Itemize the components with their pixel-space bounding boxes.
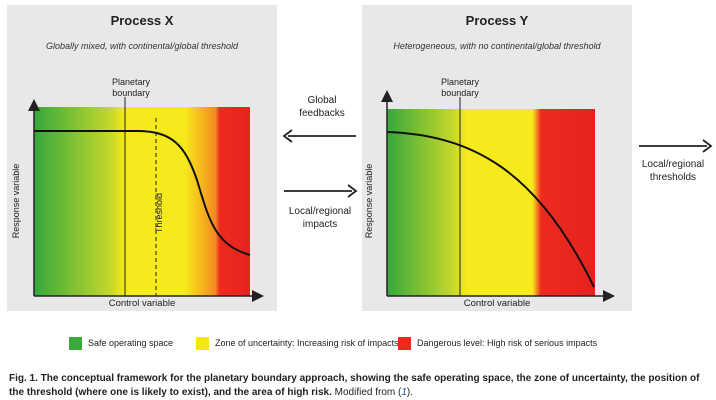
process-y-y-axis-label: Response variable [364, 164, 374, 239]
global-feedbacks-arrow [282, 129, 356, 143]
reference-link[interactable]: 1 [401, 387, 407, 398]
process-x-threshold-label: Threshold [154, 193, 164, 233]
process-y-response-curve [386, 131, 595, 288]
process-y-panel: Process Y Heterogeneous, with no contine… [362, 5, 632, 311]
process-x-subtitle: Globally mixed, with continental/global … [45, 41, 239, 51]
process-x-risk-gradient [34, 107, 250, 296]
process-x-y-axis-label: Response variable [11, 164, 21, 239]
process-x-plot: Threshold Response variable Control vari… [11, 97, 264, 309]
safe-swatch [69, 336, 82, 350]
process-y-risk-gradient [387, 109, 595, 296]
process-y-title: Process Y [465, 13, 529, 28]
legend-item-uncertainty: Zone of uncertainty: Increasing risk of … [196, 335, 399, 351]
process-x-x-axis-label: Control variable [109, 298, 176, 309]
legend-item-danger: Dangerous level: High risk of serious im… [398, 335, 597, 351]
local-thresholds-arrow [639, 139, 713, 153]
process-y-plot: Response variable Control variable [364, 90, 615, 309]
process-x-panel: Process X Globally mixed, with continent… [7, 5, 277, 311]
process-x-boundary-label: Planetary boundary [111, 77, 151, 98]
danger-swatch [398, 336, 411, 350]
process-y-x-axis-label: Control variable [464, 298, 531, 309]
process-x-response-curve [34, 130, 251, 256]
process-x-title: Process X [110, 13, 174, 28]
process-y-boundary-label: Planetary boundary [440, 77, 480, 98]
local-impacts-arrow [284, 184, 358, 198]
figure-caption: Fig. 1. The conceptual framework for the… [9, 373, 700, 398]
local-thresholds-label: Local/regional thresholds [641, 159, 705, 183]
global-feedbacks-label: Global feedbacks [299, 95, 345, 119]
uncertainty-swatch [196, 336, 209, 350]
process-y-subtitle: Heterogeneous, with no continental/globa… [393, 41, 601, 51]
local-impacts-label: Local/regional impacts [288, 206, 352, 230]
legend-item-safe: Safe operating space [69, 335, 173, 351]
